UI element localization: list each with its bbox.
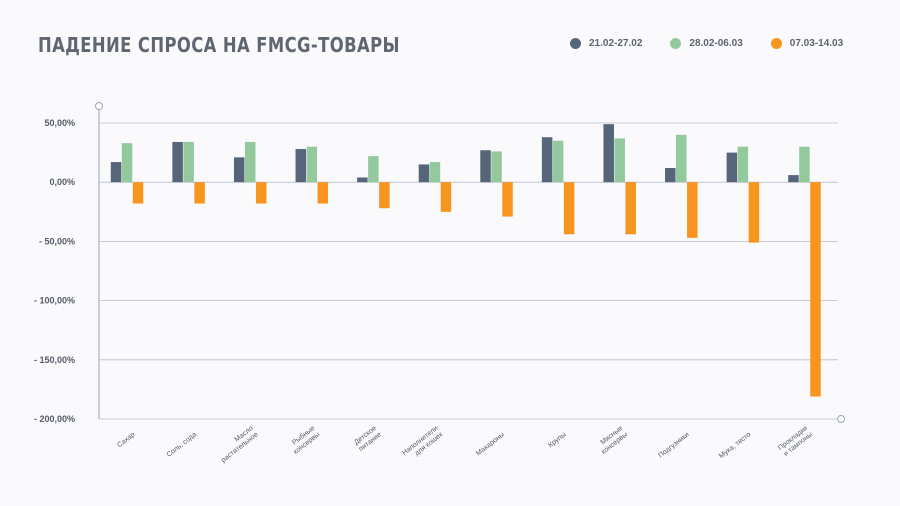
bar-series-1 [233, 157, 245, 183]
bar-series-2 [306, 146, 318, 183]
bar-series-3 [255, 182, 267, 204]
legend-label-series-3: 07.03-14.03 [789, 38, 844, 49]
x-category-label: Мука, тесто [718, 431, 752, 460]
bar-series-1 [665, 167, 676, 183]
bar-series-2 [799, 146, 810, 183]
bar-series-3 [687, 182, 698, 238]
legend-item-series-1[interactable]: 21.02-27.02 [570, 38, 642, 49]
legend-marker-series-3 [770, 38, 782, 49]
bar-series-1 [726, 152, 738, 183]
bar-series-1 [357, 177, 368, 183]
bar-series-1 [480, 150, 491, 183]
legend-marker-series-1 [570, 38, 581, 49]
bar-series-2 [614, 138, 625, 183]
bar-series-2 [121, 143, 133, 183]
x-category-label: Крупы [547, 431, 567, 449]
bar-series-3 [502, 182, 513, 217]
axis-end-marker-top [95, 102, 103, 110]
bar-series-1 [418, 164, 430, 183]
bar-series-2 [368, 156, 379, 183]
x-category-label-line: Крупы [547, 431, 567, 449]
legend-item-series-3[interactable]: 07.03-14.03 [770, 38, 844, 49]
y-tick-label: 50,00% [44, 118, 75, 128]
bar-series-2 [676, 134, 687, 183]
bar-series-1 [295, 149, 307, 183]
y-tick-label: - 200,00% [34, 414, 75, 424]
bar-series-2 [737, 146, 749, 183]
bar-series-3 [810, 182, 821, 397]
bar-series-3 [132, 182, 144, 204]
bar-series-1 [603, 124, 614, 183]
x-category-label-line: Мука, тесто [718, 431, 752, 460]
x-category-label-line: Макароны [475, 431, 506, 457]
bar-series-2 [552, 140, 564, 183]
x-category-label-line: Подгузники [657, 431, 690, 459]
bar-series-3 [194, 182, 205, 204]
x-category-label: Сахар [116, 431, 136, 449]
x-category-label-line: Сахар [116, 431, 136, 449]
x-category-label: Макароны [475, 431, 506, 457]
bar-series-3 [440, 182, 452, 212]
bar-series-1 [110, 162, 122, 183]
legend-item-series-2[interactable]: 28.02-06.03 [670, 38, 743, 49]
chart-legend: 21.02-27.02 28.02-06.03 07.03-14.03 [570, 38, 871, 49]
y-tick-label: - 50,00% [39, 236, 75, 246]
bar-series-3 [379, 182, 390, 209]
x-category-label: Подгузники [657, 431, 690, 459]
bar-series-1 [172, 141, 183, 183]
bar-series-2 [491, 151, 502, 183]
axis-end-marker-right [837, 415, 845, 423]
legend-label-series-1: 21.02-27.02 [589, 38, 643, 49]
y-tick-label: 0,00% [49, 177, 75, 187]
bar-series-3 [625, 182, 636, 235]
bar-series-3 [317, 182, 329, 204]
chart-title: ПАДЕНИЕ СПРОСА НА FMCG-ТОВАРЫ [38, 33, 400, 57]
bar-series-3 [748, 182, 760, 243]
bar-series-2 [183, 141, 194, 183]
bar-series-1 [541, 137, 553, 183]
legend-marker-series-2 [670, 38, 682, 49]
bar-series-2 [244, 141, 256, 183]
y-tick-label: - 100,00% [34, 296, 75, 306]
bar-series-3 [563, 182, 575, 235]
y-tick-label: - 150,00% [34, 355, 75, 365]
x-category-label-line: Соль, сода [166, 431, 199, 459]
bar-series-1 [788, 175, 799, 183]
x-category-label: Соль, сода [166, 431, 199, 459]
bar-series-2 [429, 162, 441, 183]
legend-label-series-2: 28.02-06.03 [689, 38, 743, 49]
